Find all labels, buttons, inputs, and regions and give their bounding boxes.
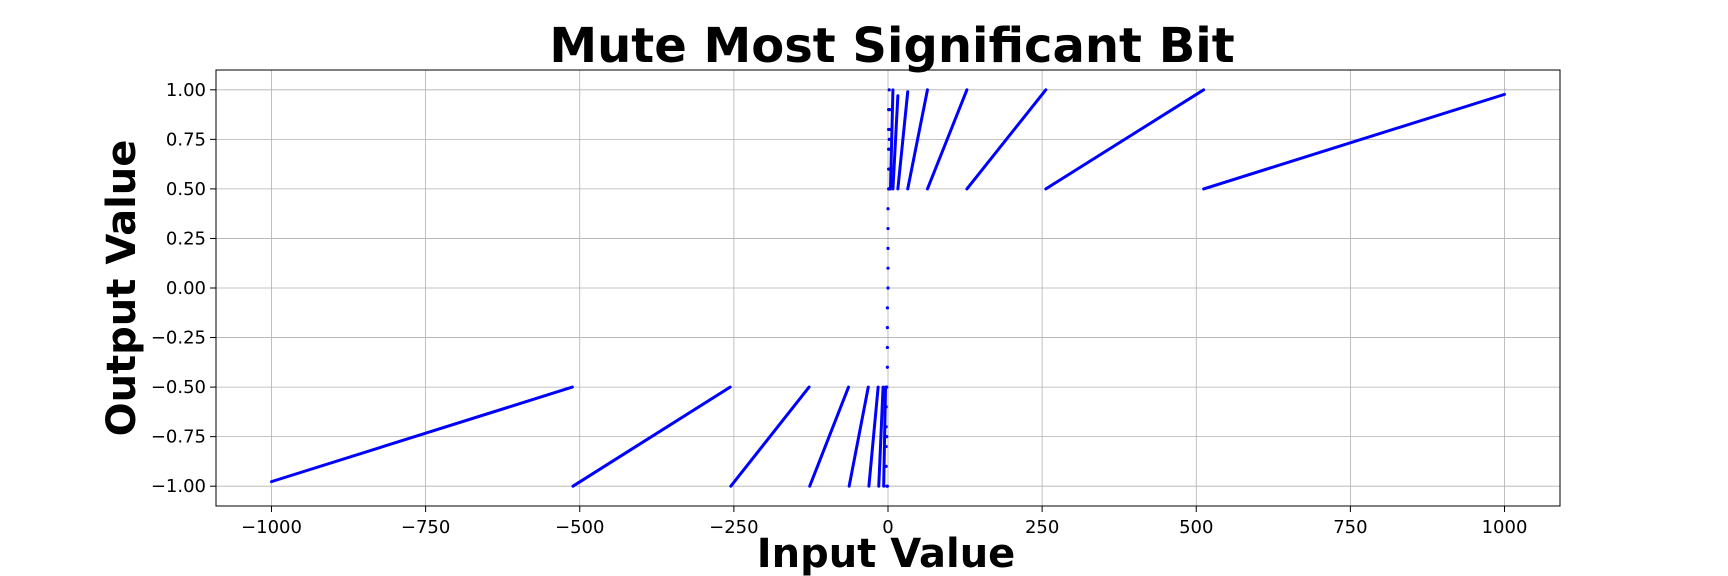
x-tick-label: −1000 — [241, 517, 302, 538]
x-tick-label: 0 — [882, 517, 893, 538]
x-tick-label: −500 — [555, 517, 604, 538]
data-segment — [571, 385, 732, 488]
data-point — [886, 266, 890, 270]
data-segment — [925, 88, 969, 191]
data-point — [885, 435, 889, 439]
data-point — [885, 306, 889, 310]
data-point — [884, 464, 888, 468]
data-segment — [882, 385, 888, 488]
data-point — [887, 137, 891, 141]
data-segment — [906, 88, 929, 191]
x-tick-label: −750 — [401, 517, 450, 538]
data-point — [886, 246, 890, 250]
y-tick-label: 0.25 — [166, 228, 206, 249]
y-tick-label: −0.75 — [151, 427, 206, 448]
x-tick-label: 250 — [1025, 517, 1059, 538]
data-segment — [808, 385, 851, 488]
plot-marks — [269, 88, 1507, 488]
data-segment — [867, 385, 880, 488]
data-segment — [888, 88, 895, 191]
data-point — [885, 385, 889, 389]
x-tick-label: 1000 — [1482, 517, 1528, 538]
data-point — [884, 444, 888, 449]
data-point — [886, 286, 890, 290]
data-point — [884, 425, 888, 429]
data-segment — [965, 88, 1048, 191]
data-point — [885, 365, 889, 369]
data-segment — [896, 90, 910, 191]
data-segment — [877, 385, 885, 488]
data-point — [885, 326, 889, 330]
data-point — [886, 226, 890, 231]
data-point — [885, 484, 889, 488]
data-segment — [729, 385, 811, 488]
x-tick-label: −250 — [709, 517, 758, 538]
x-tick-label: 750 — [1333, 517, 1367, 538]
x-tick-label: 500 — [1179, 517, 1213, 538]
y-tick-label: −0.50 — [151, 377, 206, 398]
y-tick-label: 1.00 — [166, 80, 206, 101]
x-axis-ticks: −1000 −750 −500 −250 0 250 500 750 1000 — [241, 506, 1527, 538]
y-axis-ticks: 1.00 0.75 0.50 0.25 0.00 −0.25 −0.50 −0.75 −1.00 — [151, 80, 216, 497]
data-point — [888, 127, 892, 132]
data-segment — [1044, 88, 1206, 191]
x-axis-label: Input Value — [757, 531, 1016, 576]
y-tick-label: −0.25 — [151, 328, 206, 349]
data-segment — [269, 385, 574, 484]
data-point — [888, 147, 892, 151]
data-point — [885, 345, 889, 350]
data-segment — [1202, 92, 1507, 191]
data-point — [888, 187, 892, 191]
data-point — [888, 167, 892, 171]
data-point — [886, 207, 890, 211]
y-axis-label: Output Value — [99, 140, 145, 437]
data-segment — [847, 385, 870, 488]
data-point — [884, 405, 888, 409]
y-tick-label: −1.00 — [151, 476, 206, 497]
data-segment — [891, 94, 900, 191]
chart-title: Mute Most Significant Bit — [549, 18, 1234, 74]
y-tick-label: 0.75 — [166, 129, 206, 150]
y-tick-label: 0.50 — [166, 179, 206, 200]
data-point — [888, 108, 892, 112]
data-point — [887, 88, 891, 92]
y-tick-label: 0.00 — [166, 278, 206, 299]
